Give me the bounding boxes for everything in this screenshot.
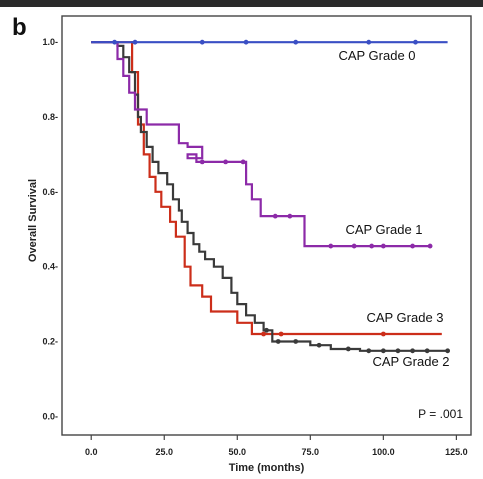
y-tick-label: 0.0- [42,411,58,421]
series-line-cap-grade-2 [91,41,448,352]
censor-mark [413,39,418,45]
y-tick-label: 0.6- [42,187,58,197]
censor-mark [424,348,430,354]
x-tick-label: 125.0 [445,447,468,457]
y-tick-label: 1.0- [42,37,58,47]
censor-mark [261,331,266,337]
censor-mark [112,39,117,45]
censor-mark [328,243,334,249]
censor-mark [369,243,375,249]
censor-mark [132,39,138,45]
x-tick-label: 50.0 [229,447,247,457]
censor-mark [223,159,229,165]
series-label: CAP Grade 3 [366,310,443,325]
top-dark-bar [0,0,483,7]
x-axis-title: Time (months) [229,462,305,474]
censor-mark [264,327,269,333]
series-label: CAP Grade 1 [345,222,422,237]
censor-mark [351,243,357,249]
plot-frame [61,15,472,436]
censor-mark [240,159,246,165]
censor-mark [243,39,249,45]
censor-mark [316,342,322,348]
censor-mark [293,339,299,344]
censor-mark [445,348,451,354]
censor-mark [410,348,415,354]
x-tick-label: 100.0 [372,447,395,457]
x-tick-label: 25.0 [155,447,173,457]
y-tick-label: 0.4- [42,262,58,272]
y-axis-title: Overall Survival [27,179,39,262]
censor-mark [380,348,386,354]
y-tick-label: 0.8- [42,112,58,122]
censor-mark [410,243,415,249]
censor-mark [366,39,372,45]
series-label: CAP Grade 2 [372,354,449,369]
censor-mark [272,213,278,219]
censor-mark [380,331,386,337]
censor-mark [380,243,386,249]
censor-mark [278,331,284,337]
censor-mark [275,339,281,344]
censor-mark [293,39,299,45]
censor-mark [345,346,351,352]
y-tick-label: 0.2- [42,336,58,346]
censor-mark [199,39,205,45]
censor-mark [287,213,293,219]
series-line-cap-grade-1 [91,41,431,248]
censor-mark [427,243,433,249]
series-label: CAP Grade 0 [338,48,415,63]
censor-mark [366,348,372,354]
panel-letter: b [12,14,27,41]
censor-mark [199,159,205,165]
series-line-cap-grade-3 [91,41,442,336]
p-value-annotation: P = .001 [418,407,463,421]
x-tick-label: 75.0 [302,447,320,457]
censor-mark [395,348,401,354]
x-tick-label: 0.0 [85,447,98,457]
